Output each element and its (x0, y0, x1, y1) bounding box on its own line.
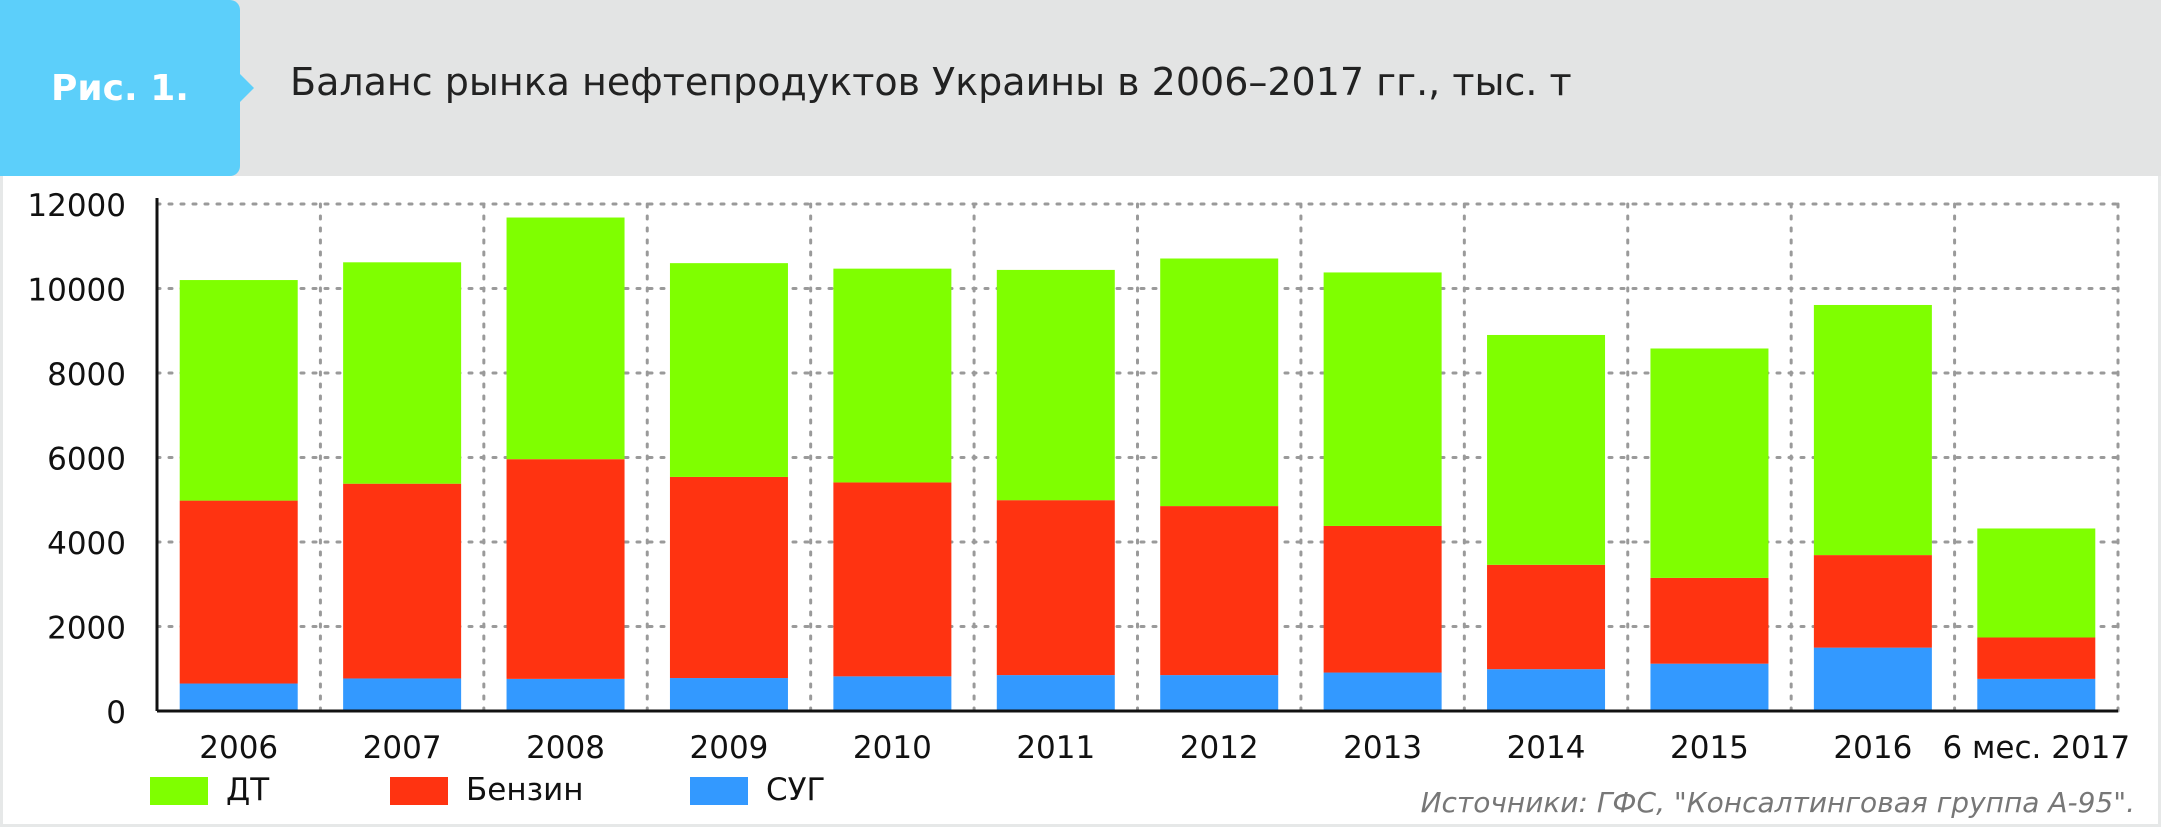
bar-segment (1160, 675, 1279, 711)
x-tick-label: 2016 (1833, 730, 1912, 766)
bar-segment (1323, 672, 1442, 711)
bar-segment (179, 280, 298, 501)
bar-segment (833, 268, 952, 483)
bar-segment (1813, 555, 1932, 648)
x-tick-label: 6 мес. 2017 (1942, 730, 2130, 766)
bar-segment (996, 675, 1115, 711)
x-tick-label: 2012 (1180, 730, 1259, 766)
x-tick-label: 2013 (1343, 730, 1422, 766)
figure-label-arrow (238, 72, 254, 104)
bar-segment (996, 269, 1115, 501)
bar-segment (343, 262, 462, 484)
bar-segment (179, 683, 298, 711)
y-tick-label: 8000 (47, 357, 126, 393)
legend-swatch-dt (150, 777, 208, 805)
legend-swatch-benzin (390, 777, 448, 805)
legend-swatch-sug (690, 777, 748, 805)
bar-segment (669, 476, 788, 679)
x-tick-label: 2011 (1016, 730, 1095, 766)
bar-segment (1813, 304, 1932, 556)
x-tick-label: 2007 (363, 730, 442, 766)
chart-title: Баланс рынка нефтепродуктов Украины в 20… (290, 60, 1572, 104)
bar-segment (1650, 348, 1769, 578)
bar-segment (506, 217, 625, 460)
legend-label-benzin: Бензин (466, 772, 584, 808)
y-tick-label: 6000 (47, 442, 126, 478)
legend-label-sug: СУГ (766, 772, 826, 808)
bar-segment (1323, 272, 1442, 526)
bar-segment (669, 263, 788, 477)
figure-header (0, 0, 2161, 176)
bar-segment (1160, 258, 1279, 507)
bar-segment (1487, 564, 1606, 670)
bar-segment (506, 459, 625, 679)
bar-segment (1650, 663, 1769, 711)
bar-segment (1323, 525, 1442, 673)
bar-segment (1487, 669, 1606, 711)
bar-segment (343, 483, 462, 679)
bar-segment (1977, 678, 2096, 711)
bar-segment (179, 500, 298, 684)
bar-segment (833, 676, 952, 711)
bar-segment (1160, 506, 1279, 676)
bar-segment (1650, 577, 1769, 664)
legend-label-dt: ДТ (226, 772, 270, 808)
y-tick-label: 10000 (27, 273, 126, 309)
bar-segment (1487, 334, 1606, 565)
y-tick-label: 12000 (27, 188, 126, 224)
y-tick-label: 4000 (47, 526, 126, 562)
y-tick-label: 2000 (47, 611, 126, 647)
y-tick-label: 0 (106, 695, 126, 731)
bar-segment (343, 678, 462, 711)
bar-segment (1977, 637, 2096, 679)
bar-segment (1813, 647, 1932, 711)
x-tick-label: 2009 (690, 730, 769, 766)
source-note: Источники: ГФС, "Консалтинговая группа А… (1420, 786, 2135, 819)
x-tick-label: 2008 (526, 730, 605, 766)
bar-segment (996, 500, 1115, 676)
x-tick-label: 2015 (1670, 730, 1749, 766)
bar-segment (1977, 528, 2096, 638)
bar-segment (833, 482, 952, 677)
bar-segment (669, 678, 788, 711)
bar-segment (506, 678, 625, 711)
figure-label: Рис. 1. (0, 0, 240, 176)
stacked-bar-chart: 0 2000 4000 6000 8000 10000 12000 2006 2007 2008 2… (27, 188, 2130, 766)
x-tick-label: 2010 (853, 730, 932, 766)
x-tick-label: 2014 (1507, 730, 1586, 766)
x-tick-label: 2006 (199, 730, 278, 766)
